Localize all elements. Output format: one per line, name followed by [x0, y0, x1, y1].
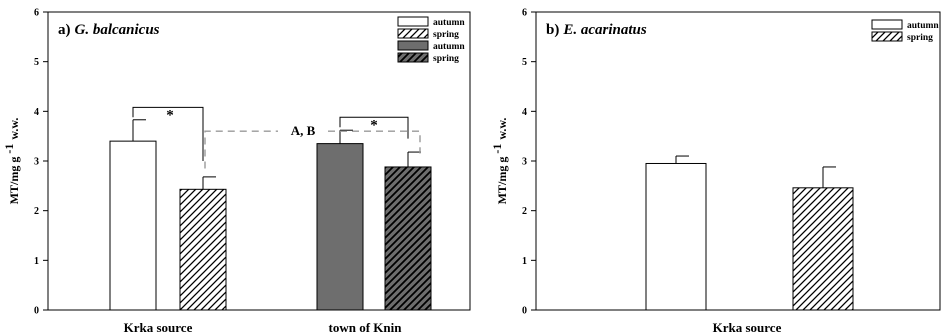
legend-label: autumn [433, 42, 465, 52]
y-axis-label: MT/mg g -1 w.w. [2, 118, 21, 205]
y-tick-label: 3 [34, 157, 39, 168]
y-axis-label-main: MT/mg g [7, 157, 21, 205]
bar-spring [384, 166, 432, 311]
legend-label: spring [907, 33, 933, 43]
y-tick-label: 2 [34, 206, 39, 217]
significance-bracket [132, 106, 204, 161]
bar-autumn [316, 143, 364, 311]
legend-swatch [397, 16, 429, 27]
group-bracket-dashed [204, 130, 278, 169]
y-tick-label: 4 [34, 107, 39, 118]
y-tick-label: 3 [522, 157, 527, 168]
y-tick-label: 6 [522, 8, 527, 19]
significance-annotations: * * A, B [132, 106, 421, 169]
legend-swatch [871, 31, 903, 42]
y-tick-label: 1 [522, 256, 527, 267]
x-category-label: Krka source [124, 320, 193, 335]
panel-title: a) G. balcanicus [58, 22, 160, 38]
y-axis-label-unit: w.w. [495, 118, 509, 140]
legend: autumn spring [871, 19, 939, 43]
y-axis-label-exponent: -1 [2, 144, 16, 154]
bar-spring [179, 188, 227, 311]
chart-panel-b: 0 1 2 3 4 5 6 MT/mg g -1 w.w. b) E. acarinatus Krka … [490, 8, 941, 335]
group-bracket-dashed [328, 130, 421, 154]
legend-swatch [397, 40, 429, 51]
y-tick-label: 1 [34, 256, 39, 267]
y-axis-label: MT/mg g -1 w.w. [490, 118, 509, 205]
y-axis-label-main: MT/mg g [495, 157, 509, 205]
significance-bracket [339, 116, 409, 139]
chart-panel-a: 0 1 2 3 4 5 6 MT/mg g -1 w.w. a) G. balcanicus Krka … [2, 8, 471, 335]
y-tick-label: 2 [522, 206, 527, 217]
x-category-label: Krka source [713, 320, 782, 335]
plot-frame [535, 11, 941, 311]
y-tick-label: 4 [522, 107, 527, 118]
y-tick-label: 5 [34, 57, 39, 68]
y-tick-label: 6 [34, 8, 39, 19]
y-tick-label: 5 [522, 57, 527, 68]
y-tick-label: 0 [34, 306, 39, 317]
bar-spring [792, 187, 854, 311]
panel-label: b) [546, 22, 559, 38]
panel-label: a) [58, 22, 71, 38]
y-axis-label-unit: w.w. [7, 118, 21, 140]
x-category-label: town of Knin [329, 320, 403, 335]
legend-swatch [871, 19, 903, 30]
bar-autumn [109, 140, 157, 311]
legend: autumn spring autumn spring [397, 16, 465, 64]
legend-swatch [397, 52, 429, 63]
legend-swatch [397, 28, 429, 39]
legend-label: spring [433, 54, 459, 64]
legend-label: spring [433, 30, 459, 40]
panel-species: G. balcanicus [75, 22, 160, 38]
significance-star: * [370, 117, 378, 133]
panel-species: E. acarinatus [562, 22, 647, 38]
bar-autumn [645, 162, 707, 311]
panel-title: b) E. acarinatus [546, 22, 647, 38]
significance-star: * [166, 107, 174, 123]
y-tick-label: 0 [522, 306, 527, 317]
legend-label: autumn [433, 18, 465, 28]
group-label: A, B [291, 123, 316, 138]
legend-label: autumn [907, 21, 939, 31]
y-axis-label-exponent: -1 [490, 144, 504, 154]
